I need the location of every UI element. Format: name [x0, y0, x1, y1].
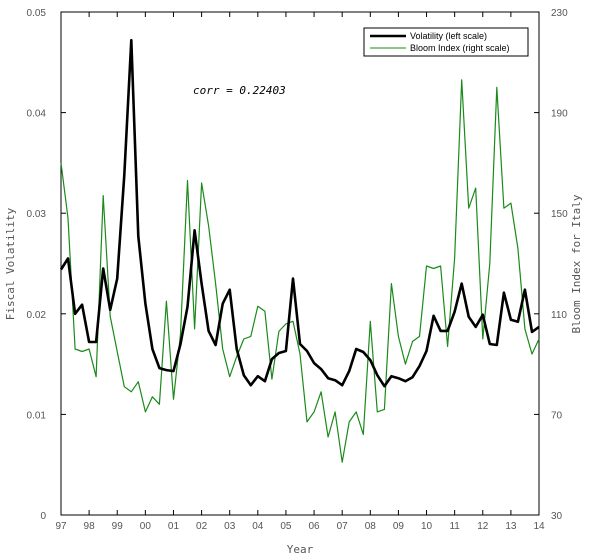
x-tick-label: 02: [196, 521, 208, 532]
right-y-tick-label: 150: [551, 209, 568, 220]
right-y-tick-label: 30: [551, 511, 563, 522]
x-axis-title: Year: [287, 543, 314, 556]
left-y-axis-title: Fiscal Volatility: [4, 207, 17, 320]
x-tick-label: 98: [84, 521, 96, 532]
x-tick-label: 12: [477, 521, 489, 532]
plot-frame: [60, 11, 540, 516]
x-tick-label: 03: [224, 521, 236, 532]
legend-label-volatility: Volatility (left scale): [410, 31, 487, 41]
left-y-tick-label: 0.05: [27, 8, 47, 19]
x-tick-label: 07: [337, 521, 349, 532]
left-y-tick-label: 0.02: [27, 310, 47, 321]
right-y-tick-label: 190: [551, 109, 568, 120]
legend-box: [363, 27, 529, 57]
x-tick-label: 13: [505, 521, 517, 532]
left-y-tick-label: 0.01: [27, 410, 47, 421]
volatility-line: [59, 38, 540, 388]
left-y-axis-ticks: 0 0.01 0.02 0.03 0.04 0.05: [27, 8, 66, 522]
left-y-tick-label: 0.03: [27, 209, 47, 220]
right-y-tick-label: 230: [551, 8, 568, 19]
right-y-tick-label: 70: [551, 410, 563, 421]
series-layer: [59, 38, 540, 463]
correlation-annotation: corr = 0.22403: [193, 84, 286, 97]
x-tick-label: 10: [421, 521, 433, 532]
x-tick-label: 08: [365, 521, 377, 532]
right-y-tick-label: 110: [551, 310, 567, 321]
x-tick-label: 04: [252, 521, 264, 532]
left-y-tick-label: 0: [40, 511, 46, 522]
x-tick-label: 99: [112, 521, 124, 532]
x-tick-label: 01: [168, 521, 180, 532]
x-tick-label: 05: [280, 521, 292, 532]
x-tick-label: 00: [140, 521, 152, 532]
x-tick-label: 09: [393, 521, 405, 532]
legend: Volatility (left scale) Bloom Index (rig…: [363, 27, 529, 57]
x-tick-label: 06: [308, 521, 320, 532]
right-y-axis-ticks: 30 70 110 150 190 230: [534, 8, 568, 522]
x-axis-ticks: 97 98 99 00 01 02 03 04 05 06 07 08 09 10 11 12 13 14: [55, 12, 545, 532]
right-y-axis-title: Bloom Index for Italy: [570, 194, 583, 333]
legend-label-bloom: Bloom Index (right scale): [410, 43, 510, 53]
bloom-index-line: [60, 79, 540, 463]
left-y-tick-label: 0.04: [27, 109, 47, 120]
x-tick-label: 97: [55, 521, 67, 532]
x-tick-label: 11: [449, 521, 460, 532]
plot-border: [60, 11, 540, 516]
x-tick-label: 14: [533, 521, 545, 532]
